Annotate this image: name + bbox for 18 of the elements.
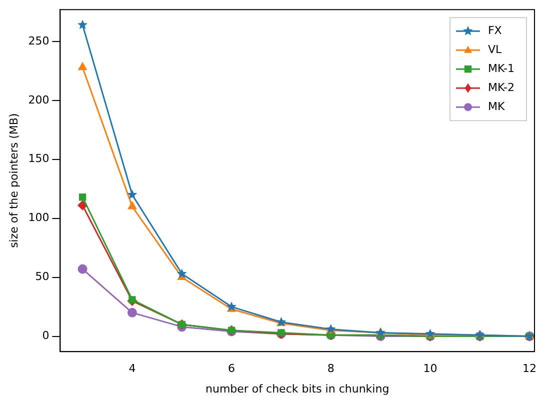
y-tick-label: 50 bbox=[35, 270, 50, 284]
y-tick-label: 100 bbox=[28, 211, 50, 224]
y-axis-title: size of the pointers (MB) bbox=[7, 113, 20, 248]
legend-label: VL bbox=[488, 42, 503, 56]
x-tick-label: 12 bbox=[522, 362, 537, 376]
y-tick-label: 200 bbox=[28, 93, 50, 106]
x-tick-label: 4 bbox=[128, 362, 136, 376]
y-tick-label: 250 bbox=[28, 34, 50, 48]
y-tick-label: 0 bbox=[42, 329, 50, 342]
legend-label: MK-2 bbox=[488, 80, 515, 94]
legend-label: MK-1 bbox=[488, 62, 515, 75]
x-tick-label: 6 bbox=[228, 362, 236, 376]
legend-label: MK bbox=[488, 100, 506, 113]
x-axis-title: number of check bits in chunking bbox=[206, 382, 390, 396]
x-tick-label: 10 bbox=[423, 362, 438, 376]
legend-label: FX bbox=[488, 24, 502, 37]
x-tick-label: 8 bbox=[327, 362, 334, 376]
y-tick-label: 150 bbox=[28, 152, 50, 166]
